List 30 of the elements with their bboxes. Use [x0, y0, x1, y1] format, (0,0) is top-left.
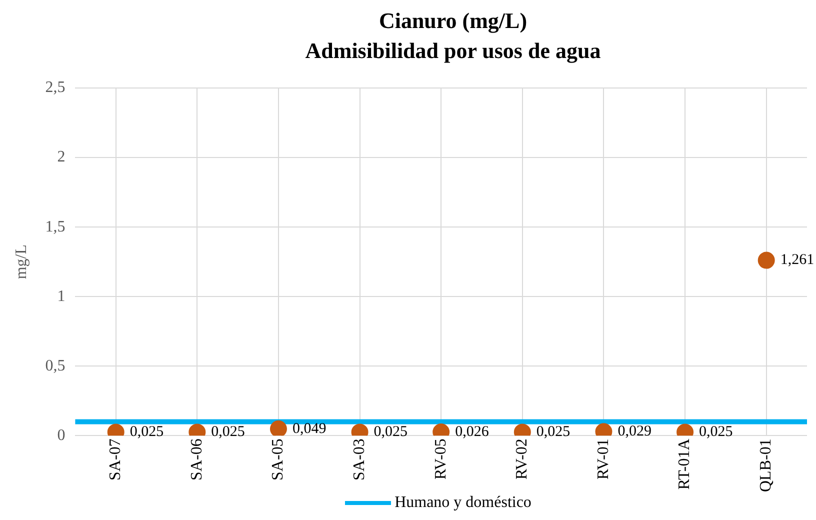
y-tick-label: 1: [57, 288, 66, 305]
point: [758, 252, 775, 269]
data-label: 0,025: [211, 424, 245, 440]
x-tick-label: RV-02: [514, 438, 531, 480]
y-tick-label: 0,5: [45, 357, 66, 374]
data-label: 0,025: [699, 424, 733, 440]
chart-subtitle: Admisibilidad por usos de agua: [304, 37, 602, 65]
data-label: 0,025: [374, 424, 408, 440]
legend-label: Humano y doméstico: [394, 494, 532, 512]
x-tick-label: SA-05: [270, 438, 287, 480]
x-tick-label: RT-01A: [676, 438, 694, 490]
data-label: 0,025: [536, 424, 570, 440]
x-tick-label: SA-07: [107, 438, 124, 480]
x-tick-label: SA-03: [350, 438, 368, 480]
x-tick-label: RV-05: [432, 438, 450, 480]
y-tick-label: 2: [57, 148, 66, 166]
x-tick-label: RV-01: [594, 438, 612, 480]
x-tick-label: QLB-01: [758, 438, 775, 492]
y-tick-label: 2,5: [45, 79, 66, 96]
chart-title: Cianuro (mg/L): [378, 7, 528, 35]
y-tick-label: 0: [57, 426, 66, 444]
y-axis-title: mg/L: [12, 244, 30, 280]
data-label: 1,261: [780, 252, 814, 268]
y-tick-label: 1,5: [45, 218, 66, 236]
data-label: 0,029: [618, 424, 652, 440]
data-label: 0,026: [455, 424, 490, 440]
x-tick-label: SA-06: [188, 438, 206, 480]
point: [270, 420, 287, 436]
data-label: 0,049: [292, 420, 326, 437]
data-label: 0,025: [130, 424, 164, 440]
